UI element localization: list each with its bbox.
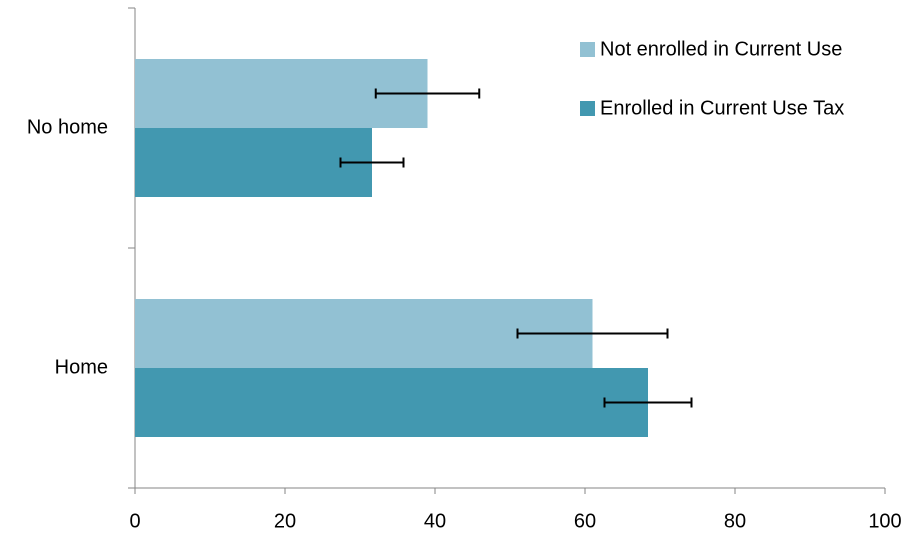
legend-label: Enrolled in Current Use Tax [600,97,844,119]
x-tick-label: 40 [424,510,446,532]
y-tick-label: Home [55,356,108,378]
error-bar [516,328,669,339]
legend-swatch [580,101,595,116]
legend-swatch [580,42,595,57]
y-tick-label: No home [27,116,108,138]
bar [135,368,648,437]
error-bar [339,157,405,168]
bar [135,299,593,368]
error-bar [603,397,693,408]
legend-label: Not enrolled in Current Use [600,38,842,60]
x-tick-label: 0 [129,510,140,532]
x-tick-label: 20 [274,510,296,532]
x-tick-label: 100 [868,510,901,532]
bar [135,128,372,197]
x-tick-label: 60 [574,510,596,532]
error-bar [374,88,481,99]
x-tick-label: 80 [724,510,746,532]
